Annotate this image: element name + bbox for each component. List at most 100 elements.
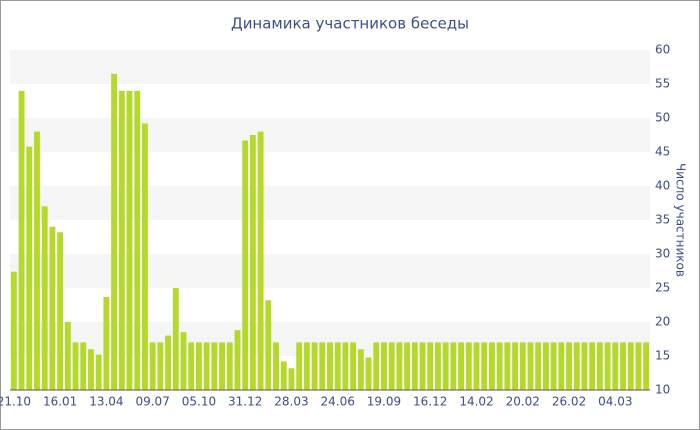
bar — [26, 146, 33, 390]
bar — [10, 271, 17, 390]
bar — [396, 342, 403, 390]
bar — [643, 342, 650, 390]
y-tick-label: 60 — [655, 43, 670, 57]
bar — [188, 342, 195, 390]
y-tick-label: 55 — [655, 77, 670, 91]
y-axis-title: Число участников — [674, 163, 688, 277]
bar — [203, 342, 210, 390]
bar — [573, 342, 580, 390]
bar — [57, 232, 64, 390]
x-tick-label: 20.02 — [506, 395, 540, 409]
bar — [535, 342, 542, 390]
bar — [596, 342, 603, 390]
bar — [411, 342, 418, 390]
bar — [481, 342, 488, 390]
bar — [41, 206, 48, 390]
bar — [296, 342, 303, 390]
bar — [142, 123, 148, 390]
bar — [357, 349, 364, 390]
grid-band — [10, 50, 650, 84]
bar — [373, 342, 380, 390]
bar — [280, 361, 287, 390]
x-tick-label: 26.02 — [552, 395, 586, 409]
bar — [519, 342, 526, 390]
y-tick-label: 40 — [655, 179, 670, 193]
bar — [303, 342, 310, 390]
x-tick-label: 16.12 — [413, 395, 447, 409]
y-tick-label: 45 — [655, 145, 670, 159]
bar — [566, 342, 572, 390]
bar — [226, 342, 233, 390]
bar — [381, 342, 387, 390]
y-tick-label: 30 — [655, 247, 670, 261]
y-tick-label: 20 — [655, 315, 670, 329]
bar — [64, 322, 71, 390]
bar — [512, 342, 518, 390]
bar — [72, 342, 79, 390]
bar — [404, 342, 411, 390]
bar — [288, 368, 295, 390]
bar — [419, 342, 426, 390]
bar — [473, 342, 480, 390]
bar — [365, 357, 372, 390]
bar — [612, 342, 619, 390]
bar — [118, 90, 125, 391]
bar — [134, 90, 141, 391]
bar — [527, 342, 534, 390]
bar — [234, 330, 241, 390]
bar — [334, 342, 341, 390]
grid-band — [10, 186, 650, 220]
x-tick-label: 24.06 — [321, 395, 355, 409]
bar — [581, 342, 588, 390]
bar — [165, 335, 172, 390]
bar — [126, 90, 133, 391]
bar — [504, 342, 511, 390]
bar — [34, 131, 40, 390]
bar — [542, 342, 549, 390]
bar — [620, 342, 626, 390]
bar — [496, 342, 503, 390]
bar — [311, 342, 318, 390]
bar — [558, 342, 565, 390]
bar — [172, 288, 179, 390]
bar — [49, 226, 56, 390]
bar — [435, 342, 441, 390]
x-tick-label: 13.04 — [89, 395, 123, 409]
y-tick-label: 25 — [655, 281, 670, 295]
bar — [242, 140, 249, 390]
bar — [103, 296, 110, 390]
bar — [88, 349, 94, 390]
bar — [211, 342, 218, 390]
bar — [219, 342, 225, 390]
bar — [80, 342, 87, 390]
x-tick-label: 04.03 — [598, 395, 632, 409]
bar — [550, 342, 557, 390]
bar — [149, 342, 156, 390]
bar — [327, 342, 333, 390]
bar — [458, 342, 465, 390]
bar — [273, 342, 279, 390]
y-tick-label: 35 — [655, 213, 670, 227]
bar — [180, 332, 187, 390]
bar — [604, 342, 611, 390]
y-tick-label: 10 — [655, 383, 670, 397]
bar — [319, 342, 326, 390]
bar — [488, 342, 495, 390]
bar — [95, 354, 102, 390]
y-tick-label: 50 — [655, 111, 670, 125]
bar — [342, 342, 349, 390]
bar — [18, 90, 25, 391]
chart-title: Динамика участников беседы — [231, 15, 469, 33]
bar — [465, 342, 472, 390]
bar — [635, 342, 642, 390]
bar — [589, 342, 596, 390]
x-tick-label: 31.12 — [228, 395, 262, 409]
bar — [450, 342, 457, 390]
x-tick-label: 21.10 — [0, 395, 31, 409]
y-tick-label: 15 — [655, 349, 670, 363]
x-tick-label: 19.09 — [367, 395, 401, 409]
x-tick-label: 05.10 — [182, 395, 216, 409]
grid-band — [10, 254, 650, 288]
bar — [427, 342, 434, 390]
